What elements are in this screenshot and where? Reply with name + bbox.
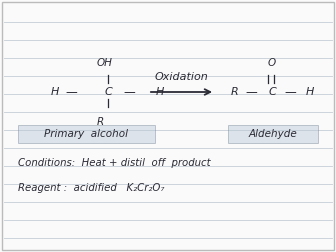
Text: Primary  alcohol: Primary alcohol <box>44 129 128 139</box>
Text: C: C <box>268 87 276 97</box>
Text: H: H <box>156 87 164 97</box>
Text: R: R <box>96 117 103 127</box>
Text: H: H <box>51 87 59 97</box>
Text: C: C <box>104 87 112 97</box>
Text: Oxidation: Oxidation <box>154 72 208 82</box>
Text: —: — <box>65 86 77 100</box>
Text: —: — <box>284 86 296 100</box>
Text: O: O <box>268 58 276 68</box>
FancyBboxPatch shape <box>18 125 155 143</box>
Text: Conditions:  Heat + distil  off  product: Conditions: Heat + distil off product <box>18 158 211 168</box>
Text: R: R <box>231 87 239 97</box>
Text: H: H <box>306 87 314 97</box>
Text: OH: OH <box>97 58 113 68</box>
Text: —: — <box>245 86 257 100</box>
Text: Aldehyde: Aldehyde <box>249 129 297 139</box>
Text: —: — <box>123 86 135 100</box>
Text: Reagent :  acidified   K₂Cr₂O₇: Reagent : acidified K₂Cr₂O₇ <box>18 183 164 193</box>
FancyBboxPatch shape <box>228 125 318 143</box>
